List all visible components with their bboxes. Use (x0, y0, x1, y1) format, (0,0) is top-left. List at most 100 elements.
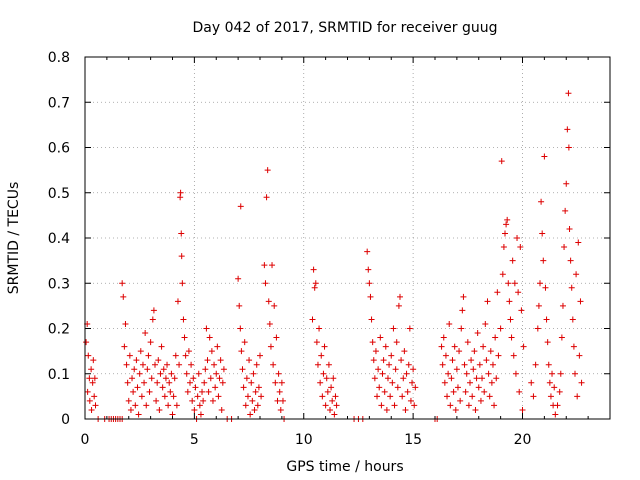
data-point (372, 348, 379, 355)
data-point (328, 384, 335, 391)
data-point (377, 334, 384, 341)
data-point (159, 384, 166, 391)
data-point (440, 334, 447, 341)
data-point (492, 334, 499, 341)
data-point (487, 348, 494, 355)
data-point (172, 352, 179, 359)
data-point (157, 370, 164, 377)
data-point (365, 266, 372, 273)
data-point (447, 402, 454, 409)
data-point (86, 397, 93, 404)
data-point (206, 334, 213, 341)
data-point (310, 266, 317, 273)
data-point (485, 370, 492, 377)
y-tick-label: 0.4 (48, 231, 70, 247)
data-point (409, 379, 416, 386)
data-point (238, 348, 245, 355)
data-point (403, 370, 410, 377)
data-point (504, 216, 511, 223)
data-point (181, 334, 188, 341)
data-point (189, 397, 196, 404)
data-point (252, 388, 259, 395)
data-point (544, 339, 551, 346)
data-point (312, 280, 319, 287)
data-point (194, 393, 201, 400)
data-point (514, 235, 521, 241)
data-point (270, 361, 277, 368)
data-point (89, 379, 96, 386)
data-point (464, 339, 471, 346)
data-point (528, 379, 535, 386)
data-point (244, 393, 251, 400)
data-point (331, 411, 338, 418)
data-point (460, 293, 467, 300)
data-point (185, 348, 192, 355)
data-point (556, 388, 563, 395)
data-point (569, 316, 576, 323)
data-point (126, 352, 133, 359)
data-point (322, 402, 329, 409)
data-point (410, 366, 417, 373)
data-point (133, 357, 140, 364)
data-point (330, 375, 337, 382)
data-point (499, 271, 506, 278)
data-point (370, 357, 377, 364)
data-point (398, 357, 405, 364)
data-point (375, 366, 382, 373)
data-point (562, 207, 569, 214)
data-point (479, 375, 486, 382)
data-point (391, 402, 398, 409)
data-point (205, 388, 212, 395)
data-point (119, 280, 126, 287)
y-axis-label: SRMTID / TECUs (6, 182, 22, 295)
data-point (144, 366, 151, 373)
data-point (83, 339, 90, 346)
data-point (407, 397, 414, 404)
data-point (470, 366, 477, 373)
data-point (204, 357, 211, 364)
data-point (400, 375, 407, 382)
data-point (471, 348, 478, 355)
data-point (539, 230, 546, 237)
data-point (139, 361, 146, 368)
data-point (503, 221, 510, 228)
data-point (86, 375, 93, 382)
x-tick-label: 0 (81, 432, 90, 448)
data-point (132, 402, 139, 409)
data-point (215, 393, 222, 400)
data-point (176, 361, 183, 368)
data-point (279, 397, 286, 404)
data-point (278, 379, 285, 386)
data-point (191, 406, 198, 413)
data-point (557, 370, 564, 377)
data-point (502, 230, 508, 237)
data-point (500, 244, 507, 251)
data-point (572, 370, 578, 377)
data-point (208, 348, 215, 355)
plot-frame (84, 56, 611, 420)
data-point (452, 406, 459, 413)
data-point (574, 393, 581, 400)
data-point (309, 316, 316, 323)
data-point (394, 384, 401, 391)
data-point (469, 393, 476, 400)
data-point (142, 330, 149, 337)
data-point (547, 393, 554, 400)
data-point (558, 334, 565, 341)
data-point (406, 325, 413, 332)
data-point (178, 253, 185, 260)
data-point (90, 357, 97, 364)
data-point (459, 307, 466, 314)
data-point (141, 379, 148, 386)
data-point (213, 370, 220, 377)
data-point (578, 379, 585, 386)
data-point (120, 293, 127, 300)
data-point (152, 361, 158, 368)
data-point (241, 339, 248, 346)
data-point (549, 370, 556, 377)
data-point (196, 402, 203, 409)
y-tick-label: 0.7 (48, 95, 70, 111)
data-point (212, 384, 219, 391)
data-point (465, 402, 472, 409)
data-point (472, 406, 479, 413)
